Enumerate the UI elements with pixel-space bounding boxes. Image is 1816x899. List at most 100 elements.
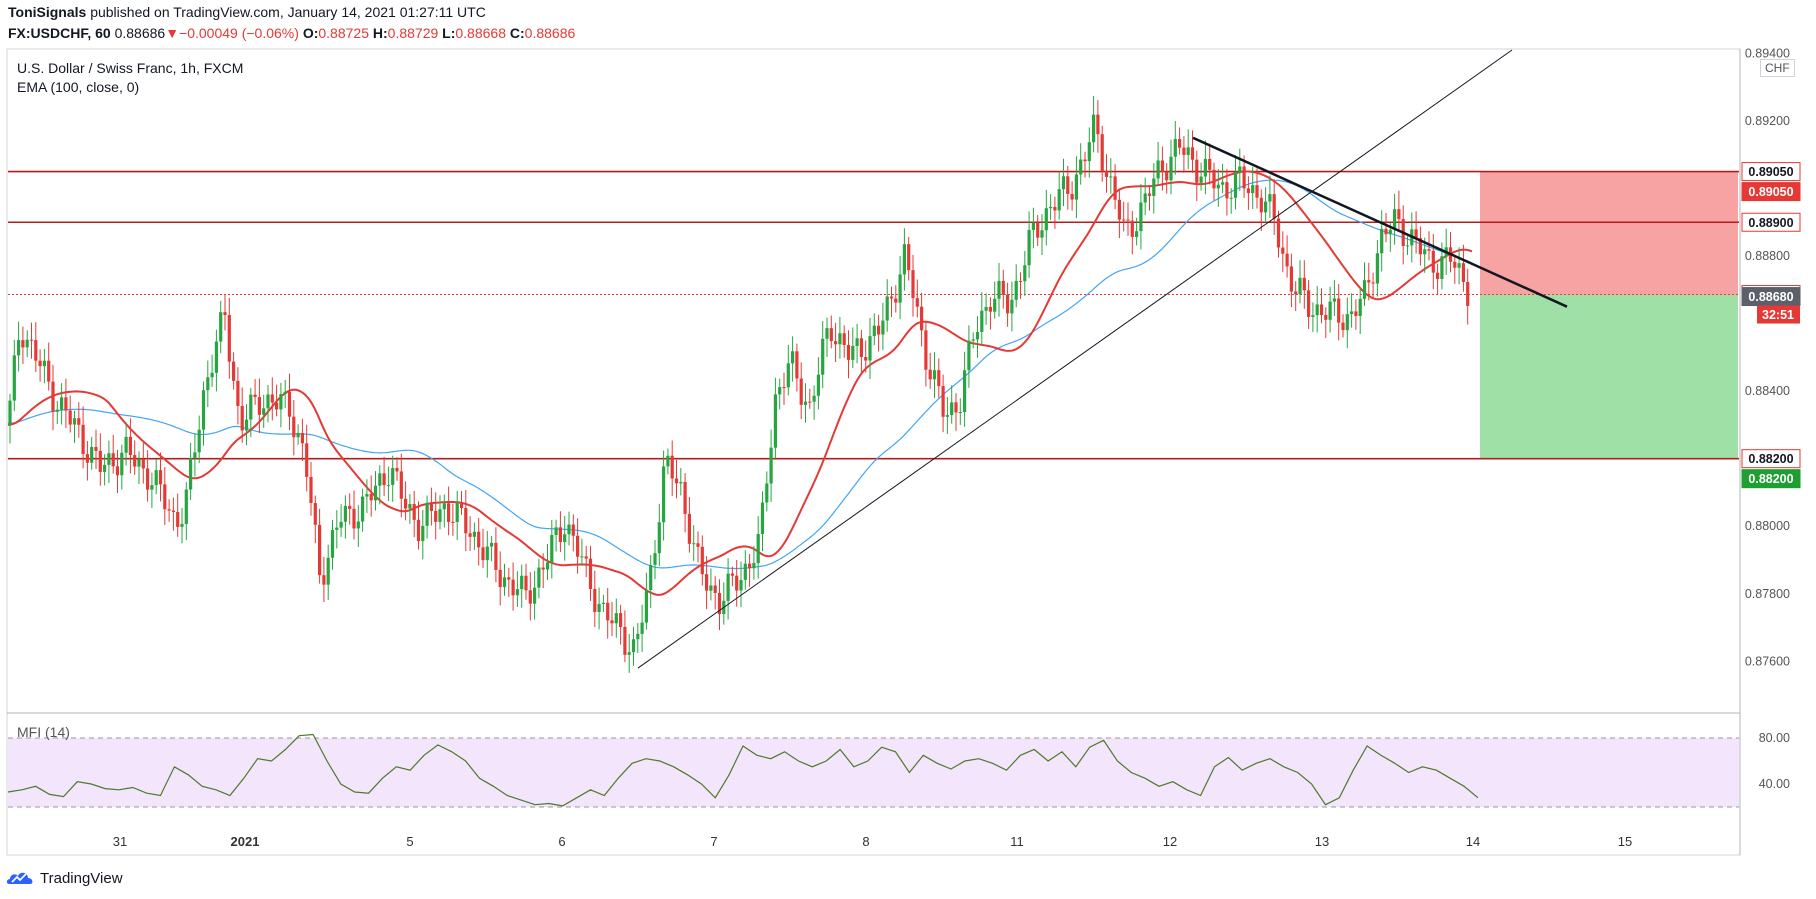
candle-up (786, 363, 790, 388)
candle-up (206, 377, 210, 391)
candle-down (1397, 209, 1401, 220)
candle-up (330, 529, 335, 558)
candle-up (726, 573, 730, 601)
candle-up (816, 374, 820, 396)
candle-down (889, 296, 894, 299)
candle-down (77, 418, 81, 425)
candle-up (1087, 142, 1091, 162)
candle-down (911, 270, 915, 299)
candle-up (1345, 314, 1349, 331)
candle-down (1117, 199, 1121, 220)
candle-up (335, 527, 339, 530)
candle-down (717, 592, 722, 615)
currency-badge[interactable]: CHF (1760, 59, 1795, 77)
candle-up (868, 336, 872, 361)
x-tick-label: 2021 (231, 834, 260, 849)
candle-up (971, 339, 975, 341)
candle-up (958, 412, 962, 414)
candle-up (361, 496, 365, 522)
candle-down (1018, 280, 1023, 282)
candle-down (606, 602, 610, 621)
price-chart[interactable]: 0.89400 0.89200 0.89050 0.89050 0.88900 0.888… (0, 0, 1816, 858)
candle-up (1092, 114, 1096, 143)
candle-up (391, 468, 395, 485)
candle-up (490, 542, 494, 547)
y-tick-label: 0.87800 (1745, 587, 1790, 601)
candle-up (72, 418, 77, 425)
candle-down (1160, 160, 1164, 173)
candle-down (696, 543, 700, 547)
candle-down (468, 533, 472, 537)
candle-down (223, 312, 227, 316)
trendline-ascending (637, 49, 1513, 669)
candle-up (1173, 139, 1177, 157)
candle-up (180, 523, 184, 527)
candle-down (1130, 220, 1134, 237)
price-tag: 0.88900 (1748, 216, 1793, 230)
candle-up (472, 531, 476, 537)
y-tick-label: 0.89200 (1745, 114, 1790, 128)
candle-down (494, 542, 498, 570)
candle-up (1135, 231, 1139, 237)
candle-down (1289, 266, 1293, 292)
candle-down (1195, 159, 1199, 183)
high-value: 0.88729 (387, 25, 439, 41)
candle-up (184, 489, 188, 524)
candle-up (791, 351, 795, 364)
candle-down (1113, 176, 1117, 200)
candle-down (451, 521, 455, 523)
candle-down (928, 369, 932, 380)
x-tick-label: 14 (1466, 834, 1480, 849)
candle-down (227, 315, 231, 362)
candle-up (993, 298, 997, 312)
candle-down (257, 397, 261, 415)
candle-down (1122, 219, 1126, 221)
candle-down (416, 519, 421, 542)
x-tick-label: 31 (113, 834, 127, 849)
y-tick-label: 0.88400 (1745, 384, 1790, 398)
candle-up (1405, 245, 1410, 247)
candle-up (1362, 280, 1367, 299)
candle-up (640, 622, 644, 634)
price-tag: 0.89050 (1748, 165, 1793, 179)
candle-down (133, 455, 137, 467)
candle-down (232, 361, 236, 381)
candle-down (1100, 134, 1104, 171)
candle-down (834, 341, 838, 345)
candle-up (42, 360, 46, 367)
candle-down (158, 470, 163, 485)
candle-up (378, 473, 382, 486)
candle-down (305, 443, 309, 477)
candle-up (743, 563, 747, 580)
candle-up (812, 395, 816, 402)
price-tag-bg (1741, 182, 1801, 202)
price-tag-bg (1741, 449, 1801, 469)
tradingview-logo[interactable]: TradingView (6, 869, 123, 887)
candle-up (760, 502, 765, 535)
price-tag: 0.89050 (1748, 185, 1793, 199)
candle-down (322, 575, 326, 585)
candle-up (580, 556, 584, 558)
candle-down (309, 476, 313, 504)
candle-down (799, 378, 803, 405)
candle-down (507, 577, 511, 580)
candle-down (1427, 249, 1431, 251)
candle-up (932, 370, 937, 380)
countdown-tag-bg (1757, 305, 1800, 324)
candle-down (21, 340, 25, 348)
candle-up (769, 447, 773, 484)
candle-down (47, 360, 51, 382)
candle-up (1229, 197, 1233, 199)
candle-up (1109, 176, 1113, 178)
candle-up (485, 546, 489, 561)
y-tick-label: 0.88800 (1745, 249, 1790, 263)
publisher-name[interactable]: ToniSignals (8, 4, 87, 20)
candle-up (709, 585, 713, 591)
candle-up (154, 470, 158, 486)
candle-up (1014, 280, 1018, 300)
candle-up (950, 402, 954, 416)
candle-down (1208, 158, 1212, 170)
candle-down (1431, 250, 1435, 273)
candle-up (515, 589, 519, 596)
candle-up (1393, 209, 1397, 230)
